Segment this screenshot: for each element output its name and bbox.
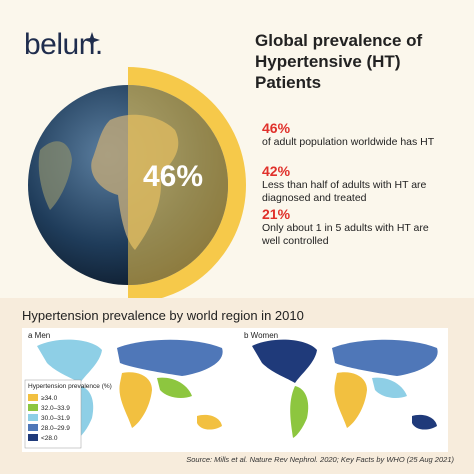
source: Source: Mills et al. Nature Rev Nephrol.… bbox=[186, 455, 454, 464]
globe-graphic bbox=[28, 32, 246, 300]
globe-percent: 46% bbox=[142, 160, 204, 193]
highlight bbox=[128, 85, 228, 285]
stat-value: 46% bbox=[262, 120, 291, 136]
maps: a Men b Women Hypertension prevalence (%… bbox=[22, 328, 448, 452]
legend-swatch bbox=[28, 394, 38, 401]
panel-label: b Women bbox=[244, 331, 278, 340]
stat-text: Only about 1 in 5 adults with HT are wel… bbox=[262, 222, 429, 247]
legend-label: 32.0–33.9 bbox=[41, 405, 70, 412]
legend-swatch bbox=[28, 434, 38, 441]
stat-value: 42% bbox=[262, 163, 291, 179]
stat-text: of adult population worldwide has HT bbox=[262, 136, 435, 148]
logo-star bbox=[84, 32, 100, 48]
panel-label: a Men bbox=[28, 331, 50, 340]
women-map bbox=[252, 339, 438, 438]
title: Global prevalence of Hypertensive (HT) P… bbox=[255, 31, 423, 92]
legend-swatch bbox=[28, 424, 38, 431]
legend-label: 28.0–29.9 bbox=[41, 425, 70, 432]
stat-text: Less than half of adults with HT are dia… bbox=[262, 179, 427, 204]
legend-label: ≥34.0 bbox=[41, 395, 58, 402]
ring bbox=[128, 67, 246, 300]
stat-value: 21% bbox=[262, 206, 291, 222]
legend-label: 30.0–31.9 bbox=[41, 415, 70, 422]
legend-label: <28.0 bbox=[41, 435, 58, 442]
continent bbox=[38, 141, 72, 210]
legend: Hypertension prevalence (%) ≥34.0 32.0–33… bbox=[24, 379, 112, 449]
legend-swatch bbox=[28, 414, 38, 421]
legend-swatch bbox=[28, 404, 38, 411]
legend-title: Hypertension prevalence (%) bbox=[28, 383, 112, 390]
map-title: Hypertension prevalence by world region … bbox=[22, 308, 304, 323]
logo: belun. bbox=[24, 28, 103, 61]
men-map bbox=[37, 339, 223, 438]
